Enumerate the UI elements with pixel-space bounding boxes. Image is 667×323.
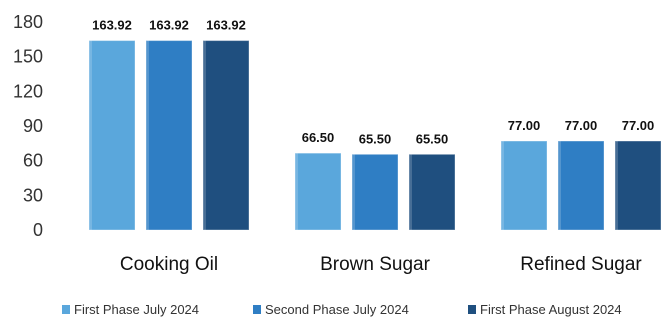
bar [500,140,548,231]
bar-highlight [295,153,298,230]
bar-highlight [203,40,206,231]
data-label: 77.00 [508,118,541,133]
bar [351,153,399,231]
bar-highlight [89,40,92,231]
bar [202,40,250,231]
bar [557,140,605,231]
x-axis: Cooking Oil Brown Sugar Refined Sugar [120,254,643,275]
bars: 163.92 66.50 77.00 163.92 65.50 77.00 163.92 65… [88,18,662,231]
bar-highlight [146,40,149,231]
bar [88,40,136,231]
legend-swatch [253,305,261,314]
y-tick-label: 150 [13,47,43,67]
legend-swatch [62,305,70,314]
y-tick-label: 60 [23,151,43,171]
bar [408,153,456,231]
legend-label: First Phase August 2024 [480,302,622,317]
bar [614,140,662,231]
data-label: 77.00 [565,118,598,133]
category-label: Brown Sugar [320,254,431,275]
legend-swatch [468,305,476,314]
bar [294,152,342,231]
category-label: Cooking Oil [120,254,218,275]
bar-highlight [615,141,618,230]
data-label: 65.50 [416,131,449,146]
legend: First Phase July 2024 Second Phase July 2… [62,302,622,317]
bar [145,40,193,231]
data-label: 77.00 [622,118,655,133]
y-tick-label: 120 [13,81,43,101]
y-tick-label: 180 [13,12,43,32]
bar-highlight [501,141,504,230]
bar-highlight [352,154,355,230]
y-axis: 0 30 60 90 120 150 180 [13,12,43,240]
bar-highlight [409,154,412,230]
bar-highlight [558,141,561,230]
data-label: 163.92 [149,18,189,33]
data-label: 163.92 [206,18,246,33]
y-tick-label: 0 [33,220,43,240]
data-label: 163.92 [92,18,132,33]
y-tick-label: 30 [23,185,43,205]
category-label: Refined Sugar [520,254,642,275]
data-label: 65.50 [359,131,392,146]
legend-label: Second Phase July 2024 [265,302,409,317]
data-label: 66.50 [302,130,335,145]
legend-label: First Phase July 2024 [74,302,199,317]
y-tick-label: 90 [23,116,43,136]
